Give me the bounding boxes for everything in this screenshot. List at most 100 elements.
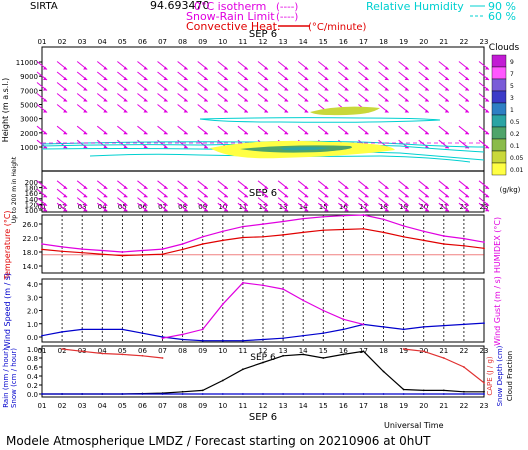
wind-data-point <box>442 324 445 327</box>
clouds-upper-y-tick-label: 9000 <box>20 73 38 81</box>
temperature-data-point <box>302 231 305 234</box>
wind-data-point <box>282 288 284 290</box>
wind-barb-arrow-head <box>103 145 108 149</box>
temperature-y-tick-label: 14.0 <box>22 263 38 271</box>
precip-data-point <box>422 350 425 353</box>
temperature-data-point <box>402 235 405 238</box>
precip-data-point <box>121 393 124 395</box>
snow-y-label: Snow (cm / hour) <box>10 348 18 408</box>
temperature-data-point <box>141 249 144 252</box>
wind-barb-arrow-low-head <box>203 185 208 189</box>
precip-data-point <box>262 393 264 395</box>
temperature-data-point <box>382 231 385 234</box>
cape-y-label: CAPE (J / g) <box>486 356 494 396</box>
clouds-top-hour-label: 06 <box>138 38 147 46</box>
wind-barb-arrow-head <box>83 145 88 149</box>
wind-barb-arrow-low-head <box>243 185 248 189</box>
colorbar-unit: (g/kg) <box>500 186 521 194</box>
wind-barb-arrow-head <box>183 109 188 113</box>
wind-barb-arrow-head <box>203 77 208 80</box>
precip-top-hour-label: 18 <box>379 347 388 355</box>
wind-barb-arrow-low-head <box>424 208 429 212</box>
precip-top-hour-label: 14 <box>299 347 308 355</box>
precip-bottom-hour-label: 17 <box>359 402 368 410</box>
legend-isotherm: 0°C isotherm <box>194 0 266 13</box>
temperature-data-point <box>161 248 164 250</box>
wind-barb-arrow-low-head <box>364 194 369 198</box>
precip-data-point <box>342 353 345 356</box>
wind-data-point <box>342 318 345 321</box>
temperature-data-point <box>242 225 244 228</box>
wind-barb-arrow-low-head <box>163 194 168 198</box>
wind-barb-arrow-head <box>264 131 268 135</box>
colorbar-tick-label: 0.05 <box>510 155 524 162</box>
precip-y-tick-label: 0.4 <box>27 373 39 381</box>
wind-barb-arrow-head <box>284 66 289 70</box>
wind-barb-arrow-low-head <box>304 208 309 212</box>
colorbar-swatch <box>491 102 507 116</box>
wind-barb-arrow-low-head <box>203 208 208 212</box>
wind-data-point <box>81 328 84 331</box>
wind-barb-arrow-head <box>304 131 309 135</box>
wind-barb-arrow-head <box>464 87 469 91</box>
wind-barb-arrow-head <box>103 131 108 135</box>
temperature-data-point <box>201 243 204 245</box>
colorbar-swatch <box>491 54 507 68</box>
wind-barb-arrow-head <box>243 66 248 70</box>
temperature-data-point <box>483 241 485 244</box>
precip-data-point <box>242 393 244 395</box>
cloud-colorbar: Clouds 9 7 5 3 1 0.5 0.2 0.1 0.05 0.01 (g/kg) <box>489 43 524 194</box>
wind-barb-arrow-head <box>223 131 228 135</box>
wind-barb-arrow-head <box>183 98 188 102</box>
clouds-top-hour-label: 07 <box>158 38 167 46</box>
clouds-top-hour-label: 09 <box>198 38 207 46</box>
wind-barb-arrow-low-head <box>143 185 148 189</box>
wind-barb-arrow-head <box>123 145 128 149</box>
wind-barb-arrow-head <box>43 98 47 102</box>
colorbar-swatch <box>491 162 507 176</box>
wind-data-point <box>161 336 164 338</box>
wind-data-point <box>342 328 345 331</box>
temperature-data-point <box>81 251 84 254</box>
precip-top-hour-label: 06 <box>138 347 147 355</box>
wind-y-tick-label: 3.0 <box>27 294 38 302</box>
precip-bottom-hour-label: 07 <box>158 402 167 410</box>
clouds-y-label-2: Up to 200 m in Height <box>11 156 18 223</box>
wind-barb-arrow-head <box>163 145 168 149</box>
wind-barb-arrow-head <box>203 66 208 70</box>
wind-barb-arrow-low-head <box>223 208 228 212</box>
clouds-top-hour-label: 16 <box>339 38 348 46</box>
wind-y-tick-label: 2.0 <box>27 308 38 316</box>
clouds-lower-y-tick-label: 140 <box>25 196 38 204</box>
wind-barb-arrow-head <box>424 66 429 70</box>
temperature-data-point <box>342 214 345 217</box>
wind-barb-arrow-head <box>324 98 329 102</box>
temperature-data-point <box>322 215 325 218</box>
humidex-y-label: HUMIDEX (°C) <box>493 217 502 273</box>
wind-barb-arrow-low-head <box>424 194 429 198</box>
wind-barb-arrow-head <box>264 87 268 91</box>
precip-data-point <box>141 354 144 357</box>
colorbar-tick-label: 0.1 <box>510 143 520 150</box>
clouds-top-hour-label: 12 <box>259 38 268 46</box>
clouds-panel: 01 02 03 04 05 06 07 08 09 10 11 12 13 14 15 16 17 18 19 20… <box>1 29 490 223</box>
wind-barb-arrow-head <box>243 87 248 91</box>
precip-data-point <box>402 388 405 391</box>
colorbar-tick-label: 5 <box>510 83 514 90</box>
wind-barb-arrow-low-head <box>43 202 47 206</box>
clouds-top-hour-label: 13 <box>279 38 288 46</box>
wind-barb-arrow-head <box>43 87 47 91</box>
footer-title: Modele Atmospherique LMDZ / Forecast sta… <box>6 434 431 448</box>
precip-y-tick-label: 0.2 <box>27 382 38 390</box>
wind-barb-arrow-head <box>424 98 429 102</box>
temperature-data-point <box>101 249 104 252</box>
clouds-top-hour-label: 11 <box>238 38 247 46</box>
wind-barb-arrow-head <box>485 98 489 102</box>
wind-data-point <box>362 323 365 326</box>
wind-data-point <box>61 331 63 333</box>
wind-barb-arrow-low-head <box>103 194 108 198</box>
legend-snowrain-mark: (----) <box>276 12 298 23</box>
temperature-y-tick-label: 26.0 <box>22 221 38 229</box>
wind-barb-arrow-head <box>123 77 128 80</box>
wind-barb-arrow-head <box>43 77 47 80</box>
